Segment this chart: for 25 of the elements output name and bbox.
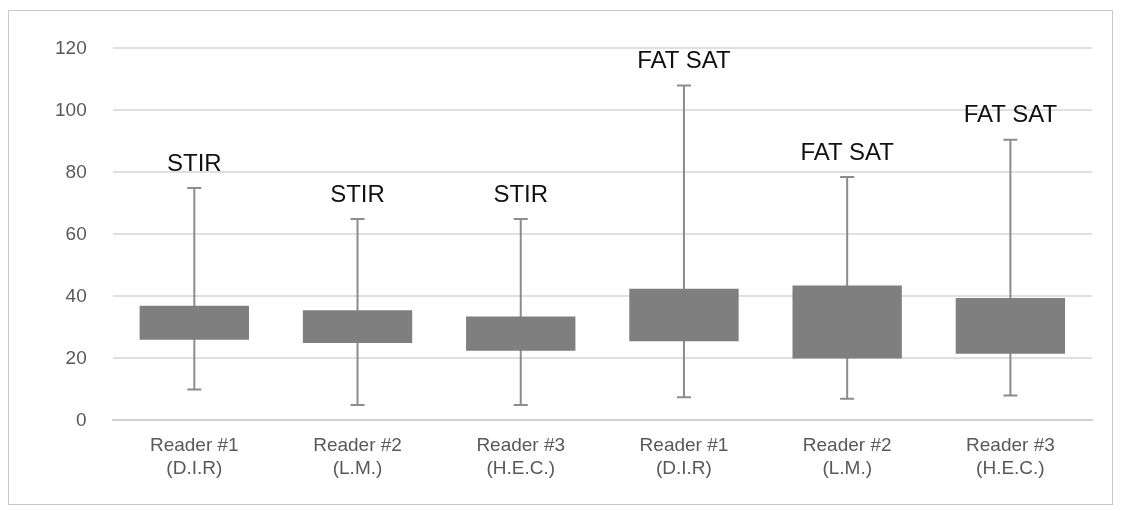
x-tick-label: Reader #3 (H.E.C.) <box>966 434 1055 478</box>
y-tick-label: 100 <box>55 98 87 120</box>
annotation: STIR <box>493 179 549 207</box>
bar <box>955 297 1066 354</box>
bar <box>302 310 413 343</box>
x-tick-label: Reader #1 (D.I.R) <box>149 434 239 478</box>
annotation: FAT SAT <box>963 100 1058 128</box>
bar <box>466 316 576 351</box>
x-tick-label: Reader #1 (D.I.R) <box>639 434 729 478</box>
bar <box>792 285 902 359</box>
y-tick-label: 0 <box>76 408 87 430</box>
x-tick-label: Reader #2 (L.M.) <box>802 434 892 478</box>
annotation: STIR <box>166 148 222 176</box>
y-tick-label: 40 <box>65 284 87 306</box>
annotation: STIR <box>330 179 385 207</box>
annotation: FAT SAT <box>800 137 895 165</box>
y-tick-label: 120 <box>55 36 87 58</box>
bar <box>139 305 249 340</box>
y-tick-label: 80 <box>65 160 87 182</box>
x-tick-label: Reader #2 (L.M.) <box>313 434 402 478</box>
x-tick-label: Reader #3 (H.E.C.) <box>476 434 566 478</box>
annotation: FAT SAT <box>637 46 731 74</box>
bar <box>629 288 739 342</box>
y-tick-label: 20 <box>65 346 87 368</box>
y-tick-label: 60 <box>65 222 87 244</box>
